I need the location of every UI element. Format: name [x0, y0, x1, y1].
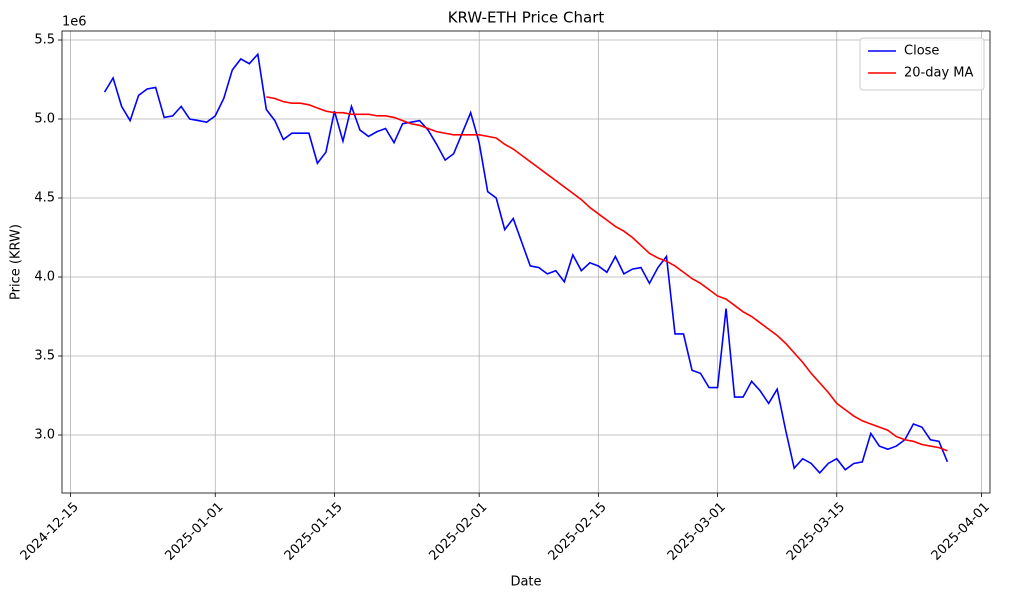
y-tick-label: 5.5: [34, 33, 55, 48]
x-tick-label: 2025-03-15: [784, 500, 848, 564]
chart-title: KRW-ETH Price Chart: [448, 9, 605, 27]
series-line: [266, 96, 948, 452]
plot-frame: [61, 30, 991, 494]
x-axis-label: Date: [510, 575, 541, 590]
y-tick-label: 3.0: [34, 428, 55, 443]
legend-label: 20-day MA: [904, 66, 973, 81]
x-tick-label: 2025-04-01: [929, 500, 993, 564]
y-tick-label: 5.0: [34, 112, 55, 127]
y-tick-label: 4.5: [34, 191, 55, 206]
x-tick-label: 2025-03-01: [665, 500, 729, 564]
x-tick-label: 2024-12-15: [18, 500, 82, 564]
y-axis-label: Price (KRW): [9, 224, 24, 300]
series-line: [103, 52, 949, 475]
y-tick-label: 4.0: [34, 270, 55, 285]
x-tick-label: 2025-02-15: [546, 500, 610, 564]
x-tick-label: 2025-01-15: [282, 500, 346, 564]
legend-label: Close: [904, 44, 939, 59]
legend: Close 20-day MA: [859, 37, 985, 91]
y-tick-label: 3.5: [34, 349, 55, 364]
x-tick-label: 2025-02-01: [426, 500, 490, 564]
x-tick-label: 2025-01-01: [163, 500, 227, 564]
y-offset-label: 1e6: [62, 15, 87, 30]
